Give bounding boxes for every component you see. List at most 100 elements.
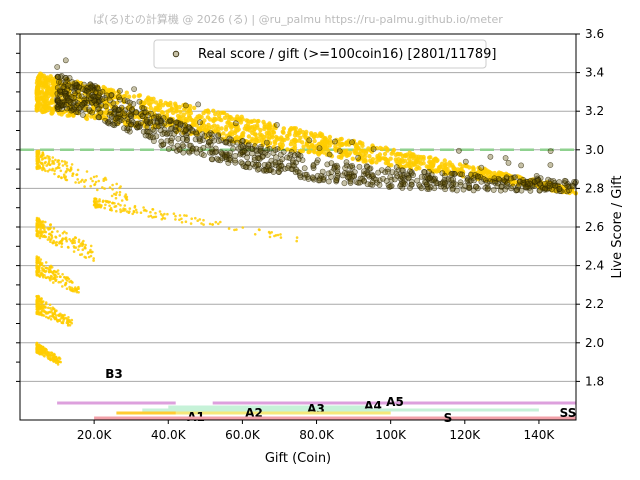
all-point (57, 280, 60, 284)
all-point (378, 145, 383, 151)
real-point (89, 92, 96, 99)
real-point (257, 145, 264, 152)
all-point (111, 201, 115, 205)
real-point (254, 166, 261, 173)
all-point (271, 129, 276, 135)
all-point (72, 250, 76, 253)
all-point (51, 357, 54, 361)
real-point (349, 162, 355, 169)
all-point (280, 129, 285, 134)
all-point (54, 167, 58, 170)
all-point (279, 233, 282, 236)
all-point (49, 238, 53, 241)
all-point (185, 118, 190, 123)
all-point (48, 265, 52, 269)
all-point (51, 354, 54, 358)
x-tick-label: 40.0K (151, 428, 187, 442)
all-point (300, 148, 305, 154)
all-point (46, 238, 50, 241)
all-point (52, 281, 55, 284)
real-point (84, 100, 91, 107)
all-point (50, 230, 54, 234)
all-point (363, 150, 369, 156)
real-point (193, 129, 199, 136)
all-point (35, 232, 39, 235)
all-point (413, 159, 419, 164)
all-point (125, 197, 128, 201)
all-point (44, 261, 48, 264)
all-point (189, 222, 193, 225)
real-point (164, 137, 171, 144)
real-point (541, 180, 548, 187)
all-point (190, 217, 193, 220)
all-point (60, 245, 63, 248)
all-point (108, 87, 114, 93)
real-point (355, 179, 362, 186)
all-point (118, 190, 122, 194)
all-point (285, 136, 290, 141)
real-point (405, 175, 412, 182)
all-point (285, 147, 290, 152)
all-point (98, 198, 101, 201)
all-point (81, 178, 84, 182)
real-point (94, 106, 101, 113)
all-point (310, 143, 315, 148)
all-point (44, 301, 48, 304)
all-point (40, 89, 45, 94)
all-point (178, 214, 182, 217)
all-point (235, 128, 240, 133)
all-point (273, 234, 276, 238)
all-point (89, 244, 93, 248)
all-point (48, 232, 51, 236)
real-point (386, 184, 393, 190)
all-point (53, 276, 56, 280)
real-point (349, 139, 355, 146)
real-point (433, 180, 440, 187)
all-point (77, 248, 80, 251)
real-point (167, 125, 174, 132)
real-point (200, 144, 207, 151)
real-point (306, 137, 313, 144)
real-point (334, 164, 341, 171)
real-point (56, 79, 62, 85)
all-point (81, 248, 85, 251)
real-point (489, 178, 496, 185)
all-point (39, 224, 42, 227)
real-point (136, 98, 143, 105)
all-point (68, 238, 71, 241)
all-point (36, 163, 40, 166)
real-point (182, 102, 189, 109)
all-point (277, 146, 282, 151)
y-tick-label: 1.8 (585, 374, 604, 388)
all-point (272, 124, 277, 129)
all-point (429, 165, 434, 170)
all-point (184, 220, 188, 223)
all-point (327, 134, 333, 140)
all-point (89, 248, 92, 252)
real-point (213, 148, 220, 155)
all-point (42, 105, 48, 110)
all-point (35, 311, 38, 314)
all-point (217, 222, 220, 226)
all-point (61, 279, 64, 282)
all-point (54, 236, 58, 239)
x-axis-label: Gift (Coin) (265, 451, 331, 466)
all-point (39, 311, 43, 315)
all-point (46, 267, 49, 270)
all-point (49, 223, 52, 226)
real-point (124, 127, 131, 134)
all-point (357, 140, 363, 145)
all-point (147, 215, 150, 218)
all-point (470, 165, 476, 170)
all-point (64, 282, 68, 285)
real-point (227, 157, 234, 163)
real-point (460, 186, 467, 193)
real-point (309, 174, 316, 181)
all-point (49, 240, 52, 243)
all-point (101, 199, 105, 203)
all-point (35, 300, 39, 304)
all-point (304, 129, 309, 135)
all-point (321, 150, 327, 155)
all-point (366, 146, 371, 151)
